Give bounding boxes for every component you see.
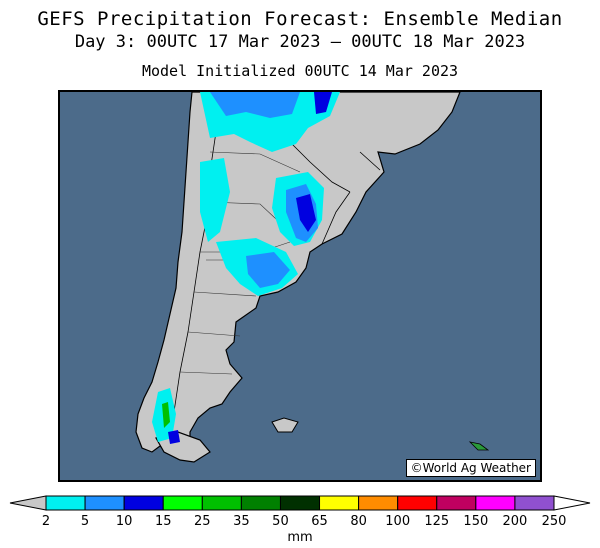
map-title: GEFS Precipitation Forecast: Ensemble Me… bbox=[37, 8, 563, 30]
colorbar-low-extension bbox=[9, 495, 47, 511]
colorbar-high-extension bbox=[553, 495, 591, 511]
colorbar-bin bbox=[279, 495, 321, 511]
land-mass bbox=[135, 92, 461, 455]
falkland-islands bbox=[271, 417, 299, 433]
colorbar-tick-label: 2 bbox=[41, 514, 51, 529]
colorbar-bin bbox=[123, 495, 164, 511]
south-georgia bbox=[468, 441, 490, 451]
model-init-time: Model Initialized 00UTC 14 Mar 2023 bbox=[141, 62, 459, 80]
colorbar-tick-label: 150 bbox=[463, 514, 489, 529]
colorbar-bin bbox=[240, 495, 281, 511]
colorbar-bin bbox=[358, 495, 399, 511]
colorbar bbox=[9, 495, 591, 511]
colorbar-bin bbox=[45, 495, 86, 511]
colorbar-tick-label: 5 bbox=[80, 514, 90, 529]
colorbar-bin bbox=[514, 495, 555, 511]
precip-overlay bbox=[152, 92, 340, 444]
colorbar-unit: mm bbox=[287, 530, 313, 545]
colorbar-tick-label: 100 bbox=[385, 514, 411, 529]
colorbar-tick-label: 10 bbox=[115, 514, 133, 529]
colorbar-tick-label: 25 bbox=[194, 514, 211, 529]
colorbar-tick-label: 65 bbox=[311, 514, 328, 529]
colorbar-tick-label: 80 bbox=[350, 514, 367, 529]
colorbar-bin bbox=[319, 495, 360, 511]
country-borders bbox=[171, 92, 381, 438]
precip-map bbox=[135, 92, 490, 463]
forecast-period: Day 3: 00UTC 17 Mar 2023 — 00UTC 18 Mar … bbox=[74, 32, 526, 52]
colorbar-bin bbox=[84, 495, 125, 511]
colorbar-tick-label: 250 bbox=[541, 514, 567, 529]
colorbar-tick-label: 15 bbox=[154, 514, 172, 529]
colorbar-bin bbox=[397, 495, 438, 511]
colorbar-tick-label: 35 bbox=[233, 514, 250, 529]
colorbar-bin bbox=[201, 495, 242, 511]
colorbar-tick-label: 50 bbox=[272, 514, 289, 529]
colorbar-tick-label: 200 bbox=[502, 514, 528, 529]
credit-label: ©World Ag Weather bbox=[405, 459, 536, 477]
colorbar-bin bbox=[436, 495, 477, 511]
colorbar-bin bbox=[475, 495, 516, 511]
colorbar-tick-label: 125 bbox=[424, 514, 450, 529]
colorbar-bin bbox=[162, 495, 203, 511]
map-panel: ©World Ag Weather bbox=[58, 90, 542, 482]
